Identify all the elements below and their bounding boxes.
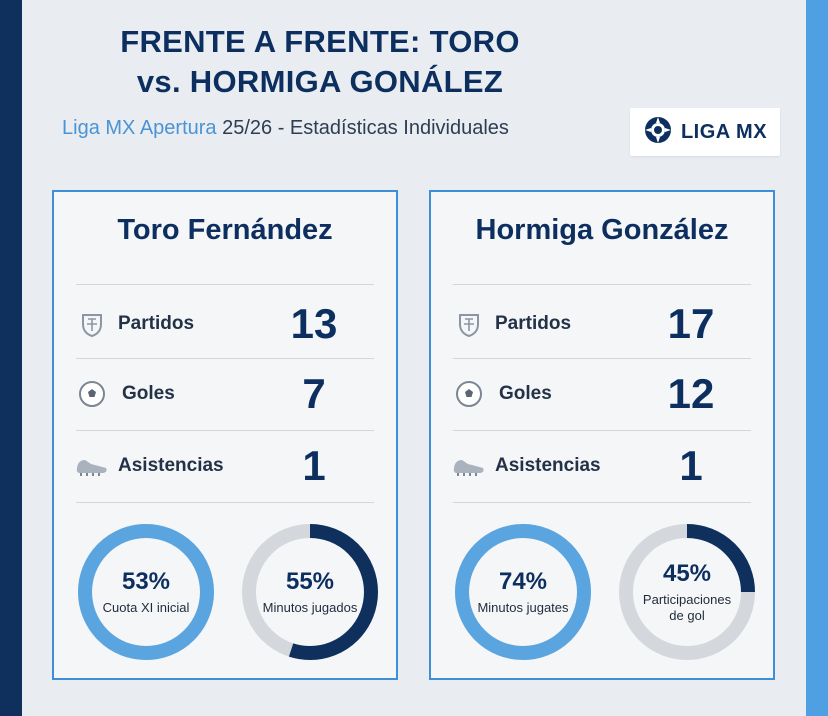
ring-label: Minutos jugados	[262, 600, 358, 615]
soccer-ball-icon	[74, 376, 110, 412]
stat-value: 7	[302, 370, 326, 417]
ring-percent: 74%	[498, 568, 548, 595]
subtitle-rest: 25/26 - Estadísticas Individuales	[216, 117, 509, 139]
ring-label: Minutos jugates	[477, 600, 569, 615]
stat-label: Asistencias	[118, 455, 224, 476]
ring-arc	[455, 524, 591, 660]
liga-mx-logo: LIGA MX	[630, 108, 780, 156]
page-title: FRENTE A FRENTE: TORO vs. HORMIGA GONÁLE…	[60, 22, 580, 102]
stat-value: 1	[302, 442, 326, 489]
player-card-toro: Toro Fernández Partidos 13 Goles 7 Asist…	[52, 190, 398, 680]
title-line-1: FRENTE A FRENTE: TORO	[120, 24, 520, 59]
ring-chart-minutes: 74% Minutos jugates	[453, 522, 593, 662]
stat-row-partidos: Partidos 17	[451, 288, 753, 360]
subtitle-league: Liga MX Apertura	[62, 117, 217, 139]
liga-mx-emblem-icon	[643, 115, 673, 150]
ring-chart-starter-share: 53% Cuota XI inicial	[76, 522, 216, 662]
soccer-ball-icon	[451, 376, 487, 412]
divider	[453, 502, 751, 503]
ring-arc	[619, 524, 755, 660]
stat-value: 12	[667, 370, 715, 417]
divider	[453, 284, 751, 285]
ring-percent: 45%	[662, 560, 712, 587]
page-subtitle: Liga MX Apertura 25/26 - Estadísticas In…	[62, 117, 509, 140]
divider	[76, 284, 374, 285]
stat-label: Goles	[122, 383, 175, 404]
ring-chart-goal-participation: 45% Participaciones de gol	[617, 522, 757, 662]
stat-row-asistencias: Asistencias 1	[451, 430, 753, 502]
left-accent-bar	[0, 0, 22, 716]
right-accent-bar	[806, 0, 828, 716]
stat-value: 13	[290, 300, 338, 347]
divider	[453, 430, 751, 431]
cleat-icon	[74, 448, 110, 484]
liga-mx-logo-text: LIGA MX	[680, 120, 768, 143]
divider	[453, 358, 751, 359]
shield-icon	[451, 306, 487, 342]
cleat-icon	[451, 448, 487, 484]
ring-label: Participaciones de gol	[642, 592, 732, 623]
player-card-hormiga: Hormiga González Partidos 17 Goles 12 As…	[429, 190, 775, 680]
stat-label: Partidos	[118, 313, 195, 334]
stat-value: 1	[679, 442, 703, 489]
player-name: Toro Fernández	[117, 214, 333, 246]
stat-row-partidos: Partidos 13	[74, 288, 376, 360]
ring-label: Cuota XI inicial	[102, 600, 190, 615]
stat-label: Partidos	[495, 313, 572, 334]
player-name: Hormiga González	[475, 214, 729, 246]
ring-chart-minutes: 55% Minutos jugados	[240, 522, 380, 662]
ring-arc	[78, 524, 214, 660]
stat-row-goles: Goles 12	[451, 358, 753, 430]
title-line-2: vs. HORMIGA GONÁLEZ	[136, 64, 504, 99]
stat-label: Goles	[499, 383, 552, 404]
stat-value: 17	[667, 300, 715, 347]
stat-row-goles: Goles 7	[74, 358, 376, 430]
stat-label: Asistencias	[495, 455, 601, 476]
ring-arc	[242, 524, 378, 660]
divider	[76, 430, 374, 431]
shield-icon	[74, 306, 110, 342]
ring-percent: 55%	[285, 568, 335, 595]
divider	[76, 358, 374, 359]
stat-row-asistencias: Asistencias 1	[74, 430, 376, 502]
ring-percent: 53%	[121, 568, 171, 595]
divider	[76, 502, 374, 503]
